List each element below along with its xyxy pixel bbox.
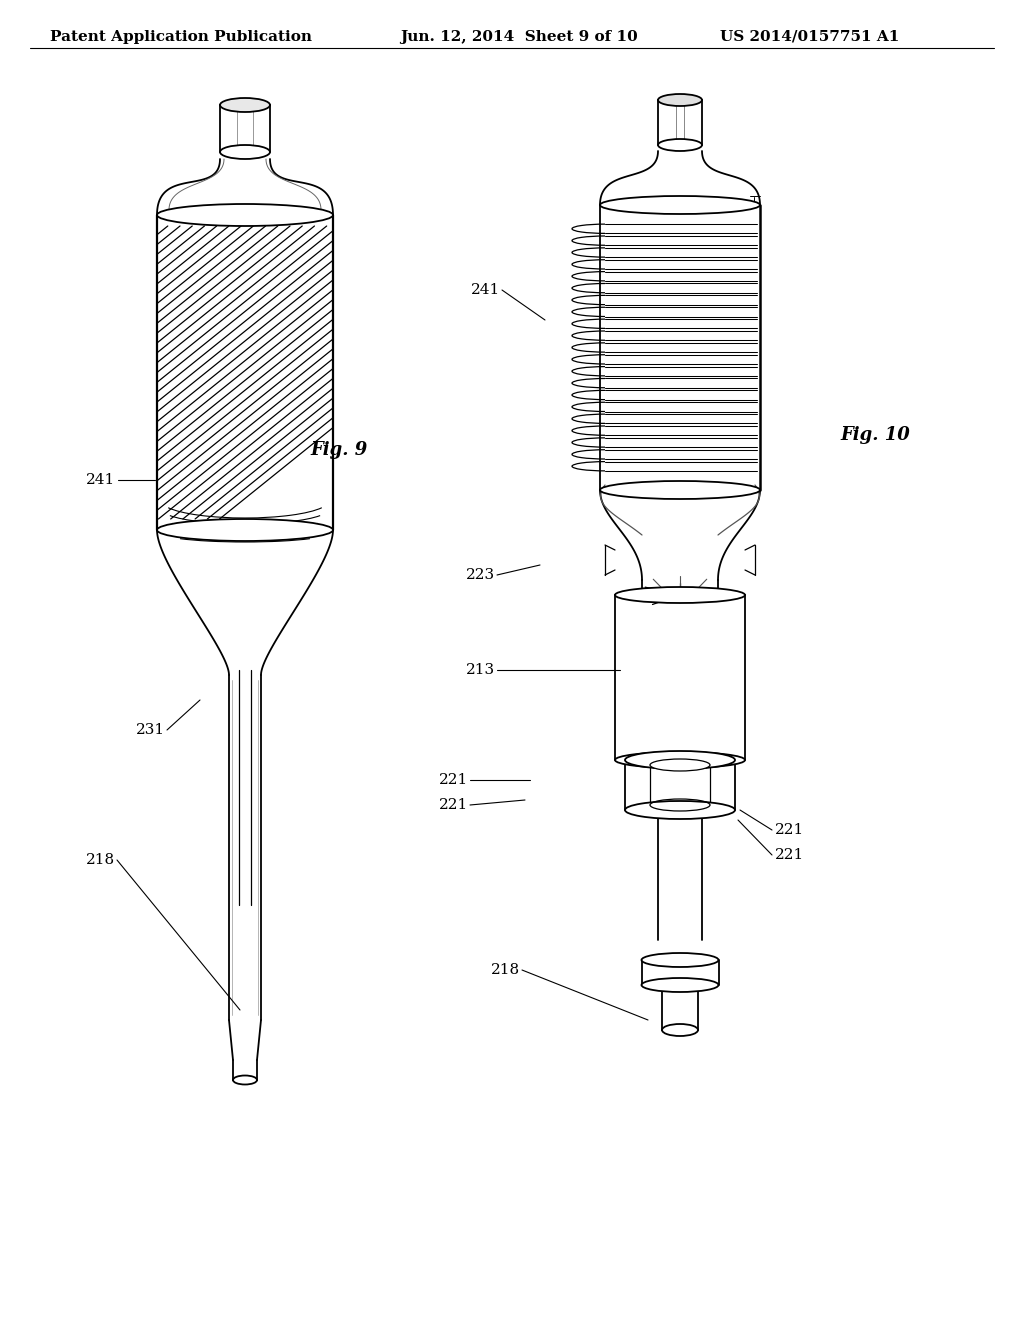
Text: 221: 221 <box>438 799 468 812</box>
Ellipse shape <box>625 751 735 770</box>
Ellipse shape <box>220 98 270 112</box>
Ellipse shape <box>600 195 760 214</box>
Text: 241: 241 <box>86 473 115 487</box>
Ellipse shape <box>615 587 745 603</box>
Ellipse shape <box>157 205 333 226</box>
Text: 213: 213 <box>466 663 495 677</box>
Text: 231: 231 <box>136 723 165 737</box>
Ellipse shape <box>662 1024 698 1036</box>
Text: Fig. 10: Fig. 10 <box>840 426 909 444</box>
Text: Jun. 12, 2014  Sheet 9 of 10: Jun. 12, 2014 Sheet 9 of 10 <box>400 30 638 44</box>
Text: US 2014/0157751 A1: US 2014/0157751 A1 <box>720 30 899 44</box>
Ellipse shape <box>615 752 745 768</box>
Text: 221: 221 <box>438 774 468 787</box>
Text: Patent Application Publication: Patent Application Publication <box>50 30 312 44</box>
Text: 218: 218 <box>86 853 115 867</box>
Text: 241: 241 <box>471 282 500 297</box>
Text: 221: 221 <box>775 847 804 862</box>
Ellipse shape <box>641 978 719 993</box>
Ellipse shape <box>625 801 735 818</box>
Ellipse shape <box>600 480 760 499</box>
Ellipse shape <box>233 1076 257 1085</box>
Text: 218: 218 <box>490 964 520 977</box>
Ellipse shape <box>157 519 333 541</box>
Ellipse shape <box>641 953 719 968</box>
Ellipse shape <box>658 94 702 106</box>
Text: 223: 223 <box>466 568 495 582</box>
Text: Fig. 9: Fig. 9 <box>310 441 368 459</box>
Ellipse shape <box>650 759 710 771</box>
Text: 221: 221 <box>775 822 804 837</box>
